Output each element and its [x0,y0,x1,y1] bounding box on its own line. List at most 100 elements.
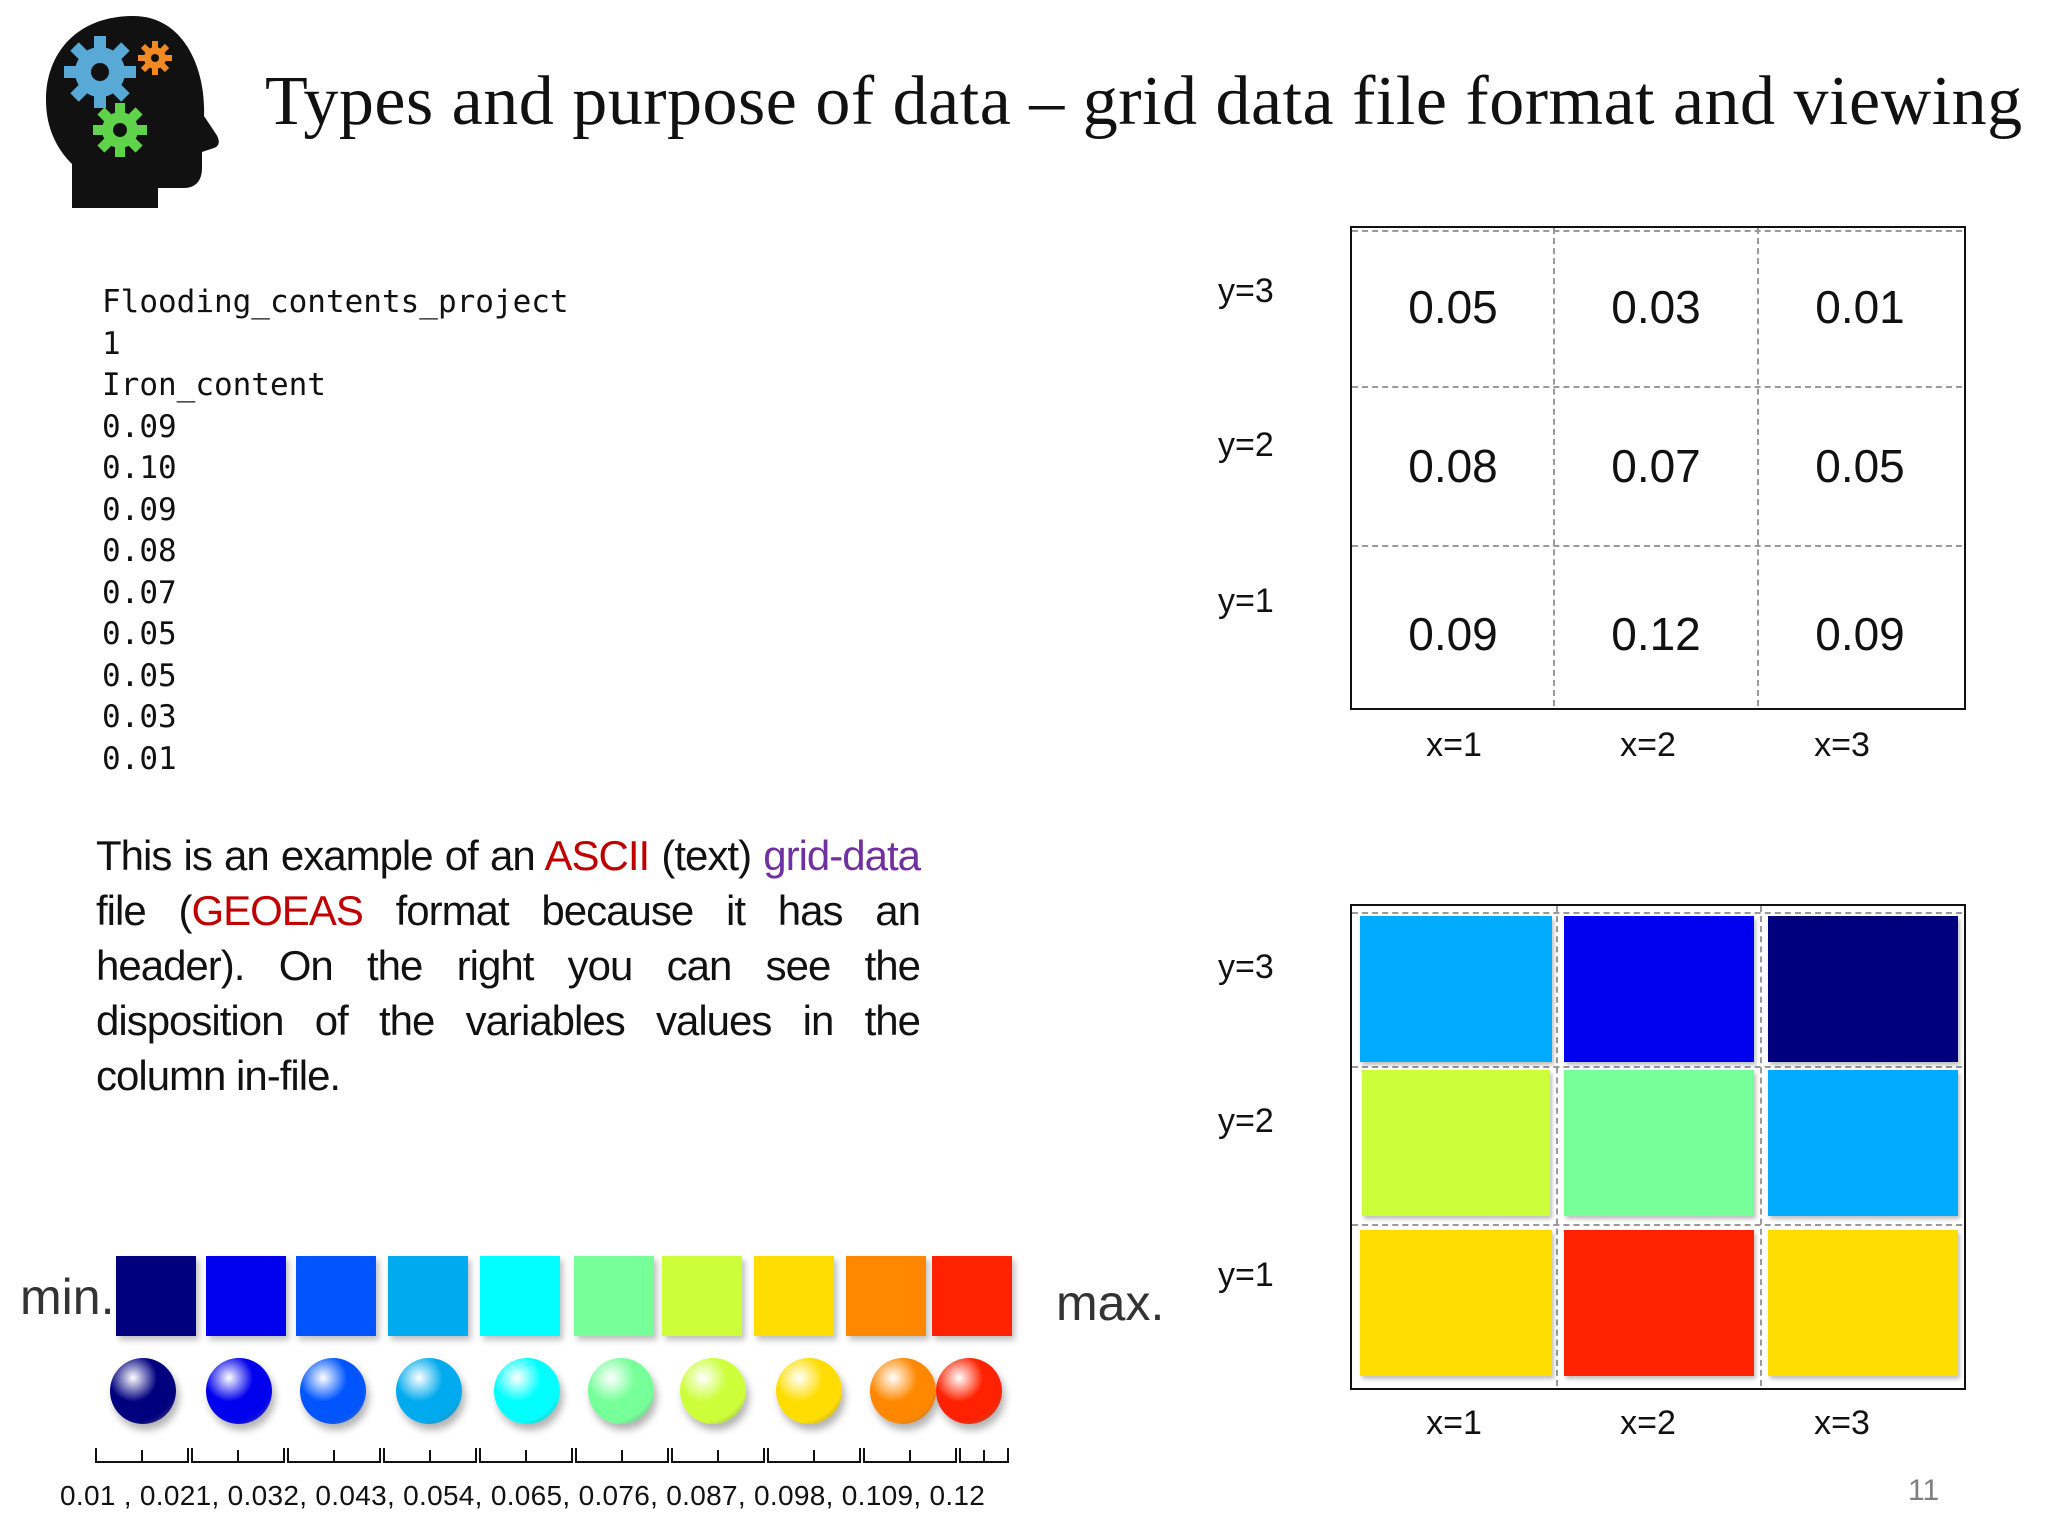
file-line: 0.01 [102,740,177,777]
file-line: 0.03 [102,699,177,735]
colorbar-sphere [494,1358,560,1424]
heat-cell [1564,916,1754,1062]
desc-text: This is an example of an [96,832,545,879]
colorbar-swatch [932,1256,1012,1336]
grid-cell: 0.07 [1611,440,1701,492]
desc-text: file ( [96,887,192,934]
colorbar-sphere [870,1358,936,1424]
file-line: 0.05 [102,616,177,652]
x-axis-label: x=3 [1814,726,1870,764]
y-axis-label: y=2 [1218,426,1274,464]
ascii-file-listing: Flooding_contents_project 1 Iron_content… [102,282,569,780]
file-line: 0.07 [102,574,177,611]
grid-divider [1556,906,1558,1386]
grid-divider [1352,386,1962,388]
color-grid-frame [1350,904,1966,1390]
y-axis-label: y=2 [1218,1102,1274,1140]
colorbar-tick-labels: 0.01 , 0.021, 0.032, 0.043, 0.054, 0.065… [60,1480,986,1511]
colorbar-swatch [846,1256,926,1336]
colorbar-bracket [287,1448,381,1463]
grid-cell: 0.01 [1815,281,1905,333]
colorbar-swatch [754,1256,834,1336]
heat-cell [1360,916,1552,1062]
desc-text: (text) [649,832,764,879]
colorbar-sphere [206,1358,272,1424]
grid-divider [1352,1224,1962,1226]
colorbar-swatch [296,1256,376,1336]
colorbar-bracket [767,1448,861,1463]
colorbar-swatch [206,1256,286,1336]
description-paragraph: This is an example of an ASCII (text) gr… [96,828,921,1103]
grid-divider [1352,545,1962,547]
file-line: 0.09 [102,491,177,528]
grid-cell: 0.09 [1815,608,1905,660]
colorbar-sphere [588,1358,654,1424]
desc-text: format because it has an header). On the… [96,887,921,1099]
colorbar-sphere [936,1358,1002,1424]
y-axis-label: y=1 [1218,582,1274,620]
colorbar-bracket [191,1448,285,1463]
colorbar-bracket [575,1448,669,1463]
file-line: 0.05 [102,657,177,694]
colorbar-brackets [95,1448,1009,1463]
grid-divider [1352,1066,1962,1068]
geoeas-highlight: GEOEAS [191,887,363,934]
heat-cell [1768,1230,1958,1376]
colorbar-bracket [959,1448,1009,1463]
colorbar-bracket [479,1448,573,1463]
colorbar-bracket [671,1448,765,1463]
heat-cell [1768,916,1958,1062]
x-axis-label: x=1 [1426,1404,1482,1442]
file-line: 0.09 [102,408,177,445]
colorbar-bracket [863,1448,957,1463]
grid-cell: 0.05 [1408,281,1498,333]
heat-cell [1360,1230,1552,1376]
heat-cell [1564,1230,1754,1376]
y-axis-label: y=1 [1218,1256,1274,1294]
colorbar-bracket [95,1448,189,1463]
grid-cell: 0.09 [1408,608,1498,660]
colorbar-swatch [116,1256,196,1336]
colorbar-sphere [110,1358,176,1424]
colorbar-sphere [776,1358,842,1424]
grid-cell: 0.03 [1611,281,1701,333]
grid-data-highlight: grid-data [763,832,921,879]
head-gears-logo-icon [46,16,219,208]
heat-cell [1362,1070,1550,1216]
colorbar-swatch [480,1256,560,1336]
x-axis-label: x=2 [1620,1404,1676,1442]
x-axis-label: x=2 [1620,726,1676,764]
grid-divider [1352,912,1962,914]
colorbar-sphere [300,1358,366,1424]
colorbar-max-label: max. [1056,1275,1165,1331]
file-line: Flooding_contents_project [102,284,569,320]
colorbar-bracket [383,1448,477,1463]
y-axis-label: y=3 [1218,272,1274,310]
grid-cell: 0.05 [1815,440,1905,492]
colorbar-sphere [680,1358,746,1424]
heat-cell [1768,1070,1958,1216]
file-line: 0.08 [102,533,177,569]
colorbar-swatch [574,1256,654,1336]
slide-title: Types and purpose of data – grid data fi… [265,63,2023,140]
file-line: 0.10 [102,450,177,486]
colorbar-swatch [662,1256,742,1336]
x-axis-label: x=3 [1814,1404,1870,1442]
x-axis-label: x=1 [1426,726,1482,764]
file-line: Iron_content [102,367,326,403]
grid-divider [1757,228,1759,706]
grid-divider [1760,906,1762,1386]
file-line: 1 [102,325,121,362]
value-grid-frame [1350,226,1966,710]
colorbar-sphere [396,1358,462,1424]
grid-divider [1553,228,1555,706]
y-axis-label: y=3 [1218,948,1274,986]
grid-divider [1352,230,1962,232]
colorbar-min-label: min. [20,1269,115,1325]
heat-cell [1564,1070,1754,1216]
grid-cell: 0.12 [1611,608,1701,660]
ascii-highlight: ASCII [544,832,651,879]
colorbar-swatch [388,1256,468,1336]
page-number: 11 [1908,1474,1940,1507]
grid-cell: 0.08 [1408,440,1498,492]
